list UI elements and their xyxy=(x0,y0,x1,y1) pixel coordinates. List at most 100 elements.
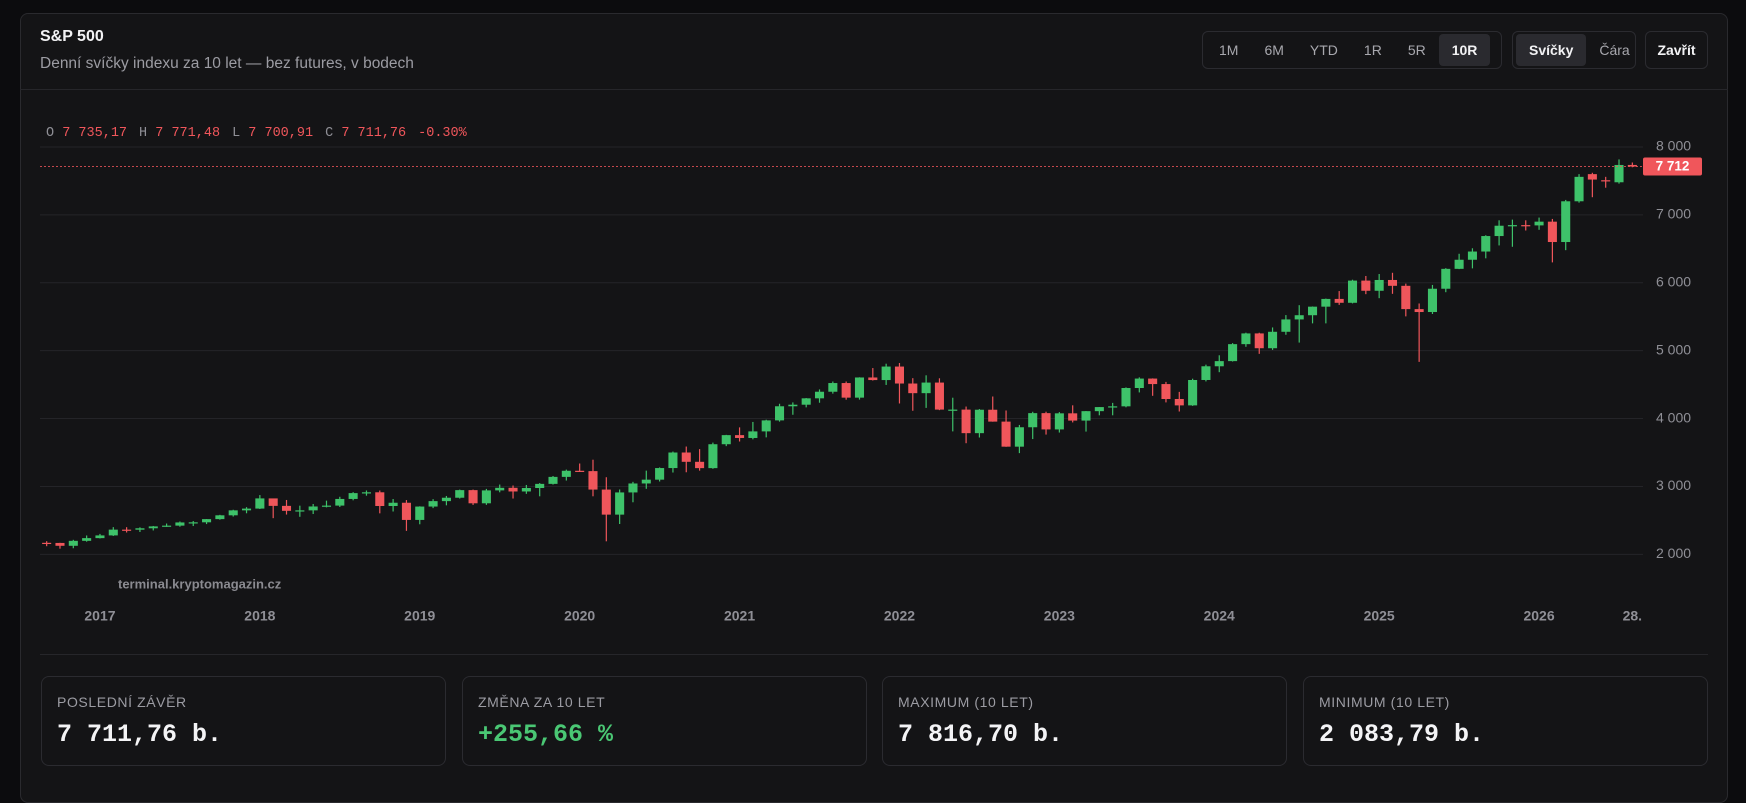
candle-body xyxy=(868,377,878,381)
candle-body xyxy=(974,409,984,434)
x-tick-label: 2022 xyxy=(884,608,915,624)
candle-body xyxy=(628,483,638,493)
stat-label: POSLEDNÍ ZÁVĚR xyxy=(57,694,187,710)
candle-body xyxy=(735,435,745,438)
candle-body xyxy=(268,498,278,506)
candle-body xyxy=(281,505,292,511)
candle-body xyxy=(42,542,52,545)
candle-body xyxy=(775,406,785,421)
candle-body xyxy=(1574,176,1584,202)
candle-body xyxy=(748,431,758,438)
divider xyxy=(20,89,1728,90)
range-button[interactable]: YTD xyxy=(1309,42,1338,58)
ohlc-value: 7 771,48 xyxy=(155,126,221,141)
candle-body xyxy=(1441,268,1451,289)
range-button[interactable]: 1R xyxy=(1363,42,1382,58)
subtitle: Denní svíčky indexu za 10 let — bez futu… xyxy=(40,55,414,72)
candle-body xyxy=(1467,251,1477,260)
title: S&P 500 xyxy=(40,28,104,45)
candle-body xyxy=(228,510,238,516)
candle-body xyxy=(401,502,411,520)
candle-body xyxy=(188,522,198,524)
candle-body xyxy=(548,476,558,484)
range-button[interactable]: 6M xyxy=(1264,42,1284,58)
candle-body xyxy=(1494,225,1504,237)
candle-body xyxy=(215,515,225,520)
candle-body xyxy=(1228,344,1238,362)
candle-body xyxy=(162,525,172,527)
candle-body xyxy=(1401,285,1411,310)
candle-body xyxy=(588,471,598,490)
stat-card: POSLEDNÍ ZÁVĚR 7 711,76 b. xyxy=(41,676,446,766)
view-button[interactable]: Čára xyxy=(1599,42,1630,58)
watermark: terminal.kryptomagazin.cz xyxy=(118,576,282,591)
candle-body xyxy=(788,404,798,407)
candle-body xyxy=(761,420,771,432)
candle-body xyxy=(575,470,585,472)
candle-body xyxy=(148,526,158,529)
candle-body xyxy=(854,377,865,398)
candle-body xyxy=(641,479,651,484)
candle-body xyxy=(1294,315,1304,320)
candle-body xyxy=(1521,225,1531,227)
candle-body xyxy=(108,529,118,536)
x-tick-label: 2026 xyxy=(1523,608,1554,624)
last-price-box xyxy=(1643,157,1702,176)
stat-label: MINIMUM (10 LET) xyxy=(1319,694,1450,710)
candle-body xyxy=(1281,319,1291,332)
x-tick-label: 2021 xyxy=(724,608,755,624)
candle-body xyxy=(68,540,78,546)
candle-body xyxy=(122,529,132,531)
y-tick-label: 4 000 xyxy=(1656,409,1691,425)
candle-body xyxy=(202,519,212,523)
candle-body xyxy=(175,522,185,526)
view-button[interactable]: Svíčky xyxy=(1516,34,1587,66)
candle-body xyxy=(1534,221,1544,226)
stat-label: MAXIMUM (10 LET) xyxy=(898,694,1034,710)
candle-body xyxy=(481,490,491,504)
x-tick-label: 28. xyxy=(1623,608,1642,624)
y-tick-label: 6 000 xyxy=(1656,273,1691,289)
candlestick-chart: 2 000 3 000 4 000 5 000 6 000 7 000 8 000 2017 2… xyxy=(40,138,1702,624)
candle-body xyxy=(828,383,838,392)
y-tick-label: 2 000 xyxy=(1656,545,1691,561)
candle-body xyxy=(1001,421,1011,447)
candle-body xyxy=(921,382,931,394)
candle-body xyxy=(1081,411,1091,421)
candle-body xyxy=(1121,388,1131,407)
candle-body xyxy=(721,435,731,445)
candle-body xyxy=(82,538,92,541)
candle-body xyxy=(1361,280,1371,291)
candle-body xyxy=(1188,379,1198,406)
candle-body xyxy=(881,366,891,381)
candle-body xyxy=(495,487,505,491)
candle-body xyxy=(814,391,825,399)
candle-body xyxy=(1414,309,1424,313)
candle-body xyxy=(348,493,358,499)
candle-body xyxy=(988,409,998,422)
x-tick-label: 2018 xyxy=(244,608,275,624)
candle-body xyxy=(1054,413,1064,430)
ohlc-value: 7 700,91 xyxy=(248,126,314,141)
close-group: Zavřít xyxy=(1645,31,1708,69)
candle-body xyxy=(308,506,318,511)
range-button[interactable]: 1M xyxy=(1219,42,1239,58)
candle-body xyxy=(948,409,958,411)
stat-value: 2 083,79 b. xyxy=(1319,720,1485,749)
divider xyxy=(40,654,1708,655)
candle-body xyxy=(135,528,145,530)
candle-body xyxy=(1268,331,1278,349)
candle-body xyxy=(521,488,531,492)
y-tick-label: 7 000 xyxy=(1656,206,1691,222)
range-button[interactable]: 10R xyxy=(1438,34,1491,66)
ohlc-key: C xyxy=(325,126,334,141)
stat-value: +255,66 % xyxy=(478,720,614,749)
candle-body xyxy=(1161,384,1171,400)
candle-body xyxy=(1041,413,1051,430)
close-button[interactable]: Zavřít xyxy=(1657,42,1696,58)
range-button[interactable]: 5R xyxy=(1407,42,1426,58)
candle-body xyxy=(535,483,545,489)
candle-body xyxy=(615,492,625,515)
candle-body xyxy=(655,468,665,480)
